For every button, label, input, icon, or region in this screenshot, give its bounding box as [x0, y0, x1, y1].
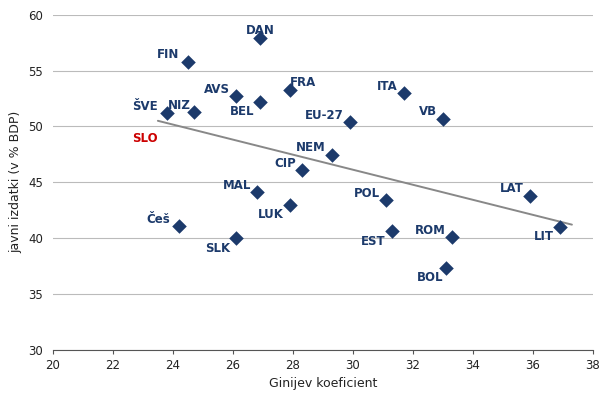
- Point: [441, 265, 451, 271]
- Text: MAL: MAL: [223, 179, 251, 192]
- Point: [285, 201, 295, 208]
- Text: BOL: BOL: [417, 271, 443, 284]
- Point: [438, 115, 448, 122]
- Point: [255, 35, 265, 41]
- Point: [252, 189, 262, 196]
- Text: POL: POL: [354, 187, 380, 200]
- Text: NEM: NEM: [296, 141, 326, 154]
- Point: [183, 58, 193, 65]
- X-axis label: Ginijev koeficient: Ginijev koeficient: [268, 377, 377, 390]
- Text: LAT: LAT: [500, 182, 524, 196]
- Text: SLO: SLO: [132, 132, 158, 145]
- Point: [285, 86, 295, 93]
- Point: [345, 119, 355, 125]
- Text: FIN: FIN: [157, 48, 179, 62]
- Point: [255, 99, 265, 105]
- Point: [231, 93, 241, 100]
- Text: FRA: FRA: [290, 76, 316, 89]
- Text: CIP: CIP: [274, 157, 296, 170]
- Point: [399, 90, 409, 96]
- Text: SLK: SLK: [205, 242, 230, 254]
- Text: ROM: ROM: [415, 224, 446, 237]
- Text: ITA: ITA: [377, 80, 398, 93]
- Point: [447, 234, 457, 240]
- Point: [387, 228, 396, 234]
- Text: LUK: LUK: [258, 208, 284, 221]
- Text: Češ: Češ: [146, 212, 170, 226]
- Point: [555, 224, 565, 230]
- Point: [381, 197, 391, 203]
- Text: LIT: LIT: [534, 230, 554, 244]
- Text: BEL: BEL: [229, 105, 254, 118]
- Text: ŠVE: ŠVE: [132, 100, 158, 113]
- Point: [297, 167, 307, 173]
- Text: DAN: DAN: [245, 24, 274, 37]
- Point: [162, 110, 172, 116]
- Point: [174, 222, 184, 229]
- Text: VB: VB: [419, 105, 437, 118]
- Text: EST: EST: [361, 235, 386, 248]
- Point: [189, 109, 199, 115]
- Point: [231, 235, 241, 241]
- Point: [327, 152, 337, 159]
- Y-axis label: javni izdatki (v % BDP): javni izdatki (v % BDP): [10, 111, 23, 253]
- Text: EU-27: EU-27: [305, 109, 344, 122]
- Point: [525, 192, 535, 199]
- Text: AVS: AVS: [204, 83, 230, 96]
- Text: NIZ: NIZ: [168, 99, 191, 112]
